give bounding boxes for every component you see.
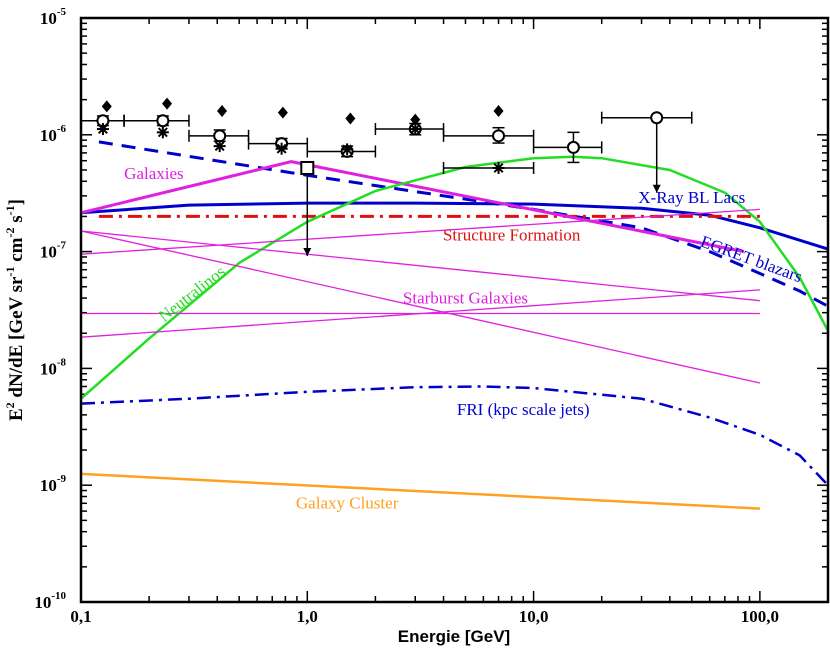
x-tick-label: 100,0 — [741, 607, 779, 626]
series-starburst-galaxies-label: Starburst Galaxies — [403, 288, 528, 307]
y-tick-label: 10-8 — [40, 356, 67, 378]
egret-limit-arrowhead — [652, 184, 661, 193]
plot-frame — [79, 16, 830, 604]
series-starburst-galaxies-extra-9 — [81, 230, 760, 302]
open-circle-point — [156, 114, 170, 128]
series-egret-blazars-label: EGRET blazars — [698, 232, 805, 286]
axes-ticks — [80, 18, 829, 603]
star-point — [276, 143, 287, 154]
tick-labels: 0,1 1,0 10,0 100,0 10-10 10-9 10-8 10-7 10-6 10-5 — [34, 6, 779, 626]
star-point — [493, 163, 504, 173]
series-egret-blazars — [98, 140, 828, 308]
series-lines — [81, 140, 828, 510]
series-neutralinos — [81, 155, 828, 400]
y-tick-label: 10-7 — [40, 240, 67, 262]
diamond-point — [217, 104, 228, 117]
star-point — [410, 124, 421, 135]
open-circle-point — [492, 129, 506, 143]
series-starburst-galaxies-extra-8 — [81, 208, 760, 255]
diamond-point — [410, 113, 421, 126]
open-circle-point — [213, 129, 227, 143]
y-tick-label: 10-6 — [40, 123, 67, 145]
y-tick-label: 10-10 — [34, 590, 66, 612]
open-circle-point — [650, 111, 664, 125]
series-starburst-galaxies-extra-7 — [81, 230, 761, 384]
series-x-ray-bl-lacs-label: X-Ray BL Lacs — [638, 188, 745, 207]
star-point — [214, 141, 225, 152]
diamond-point — [345, 112, 356, 125]
y-tick-label: 10-9 — [40, 473, 67, 495]
diamond-point — [162, 97, 173, 110]
x-axis-title: Energie [GeV] — [398, 627, 510, 646]
diamond-point — [277, 106, 288, 119]
star-point — [157, 127, 168, 138]
star-point — [342, 144, 353, 155]
series-galaxies-label: Galaxies — [124, 164, 183, 183]
series-structure-formation-label: Structure Formation — [443, 225, 581, 244]
diamond-point — [101, 100, 112, 113]
open-circle-point — [566, 140, 580, 154]
x-tick-label: 10,0 — [519, 607, 549, 626]
series-fri-kpc-scale-jets-label: FRI (kpc scale jets) — [457, 400, 590, 419]
x-tick-label: 0,1 — [70, 607, 91, 626]
data-points — [80, 97, 693, 256]
series-fri-kpc-scale-jets — [81, 385, 828, 487]
x-tick-label: 1,0 — [297, 607, 318, 626]
square-limit-arrowhead — [303, 247, 312, 256]
series-x-ray-bl-lacs — [81, 201, 828, 251]
series-galaxy-cluster-label: Galaxy Cluster — [296, 494, 399, 513]
series-galaxies — [81, 160, 745, 254]
y-tick-label: 10-5 — [40, 6, 67, 28]
open-square-point — [300, 160, 315, 175]
series-galaxy-cluster — [81, 472, 760, 510]
y-axis-title: E2 dN/dE [GeV sr-1 cm-2 s-1] — [3, 199, 27, 421]
series-neutralinos-label: Neutralinos — [155, 262, 229, 326]
diamond-point — [493, 104, 504, 117]
star-point — [97, 124, 108, 135]
